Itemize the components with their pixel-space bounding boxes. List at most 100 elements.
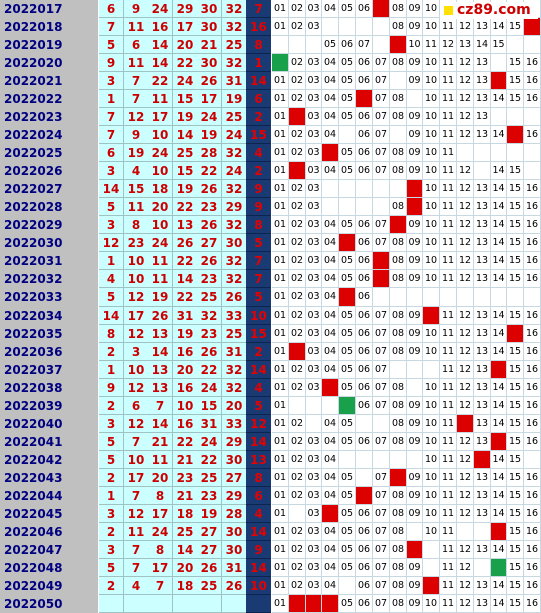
red-ball-number: 7 <box>124 433 149 451</box>
blue-trend-cell: 13 <box>474 198 491 216</box>
blue-trend-cell: 02 <box>289 361 306 379</box>
issue-number: 2022039 <box>0 397 98 415</box>
blue-hit-red-cell <box>491 361 507 379</box>
blue-ball-number: 9 <box>246 180 271 198</box>
blue-trend-cell: 11 <box>440 487 457 505</box>
blue-trend-cell: 04 <box>322 343 339 361</box>
blue-hit-red-cell <box>356 90 373 108</box>
blue-trend-cell: 06 <box>356 577 373 595</box>
blue-trend-cell: 04 <box>322 270 339 288</box>
blue-hit-red-cell <box>322 595 339 613</box>
blue-trend-cell: 15 <box>507 307 524 325</box>
blue-trend-cell <box>356 469 373 487</box>
blue-trend-cell: 07 <box>373 577 390 595</box>
blue-trend-cell: 09 <box>407 487 423 505</box>
blue-trend-cell <box>322 180 339 198</box>
red-ball-number: 17 <box>124 469 149 487</box>
blue-trend-cell: 16 <box>524 361 541 379</box>
blue-trend-cell: 06 <box>356 270 373 288</box>
red-ball-number: 3 <box>99 162 124 180</box>
blue-trend-cell: 16 <box>524 487 541 505</box>
blue-trend-cell: 13 <box>474 18 491 36</box>
blue-ball-number: 6 <box>246 487 271 505</box>
red-ball-number: 10 <box>124 361 149 379</box>
issue-number: 2022043 <box>0 469 98 487</box>
blue-hit-red-cell <box>491 523 507 541</box>
red-ball-number: 16 <box>148 18 173 36</box>
blue-trend-cell: 14 <box>491 487 507 505</box>
blue-trend-cell: 03 <box>306 487 322 505</box>
blue-trend-cell: 01 <box>272 595 289 613</box>
blue-trend-cell: 16 <box>524 90 541 108</box>
blue-trend-cell: 03 <box>306 505 322 523</box>
red-ball-number: 11 <box>148 252 173 270</box>
blue-trend-cell: 12 <box>457 343 474 361</box>
blue-trend-cell: 02 <box>289 144 306 162</box>
blue-trend-cell: 11 <box>440 559 457 577</box>
issue-number: 2022049 <box>0 577 98 595</box>
issue-number: 2022034 <box>0 307 98 325</box>
blue-trend-cell: 03 <box>306 90 322 108</box>
issue-number: 2022046 <box>0 523 98 541</box>
blue-trend-cell: 08 <box>390 559 407 577</box>
blue-trend-cell: 13 <box>474 234 491 252</box>
blue-ball-number: 5 <box>246 234 271 252</box>
blue-trend-cell: 06 <box>356 108 373 126</box>
blue-trend-cell: 12 <box>457 469 474 487</box>
red-ball-number: 8 <box>148 541 173 559</box>
red-ball-number: 32 <box>222 180 247 198</box>
issue-number: 2022032 <box>0 270 98 288</box>
red-ball-number: 22 <box>148 72 173 90</box>
blue-hit-red-cell <box>373 270 390 288</box>
blue-ball-number: 6 <box>246 90 271 108</box>
blue-trend-cell: 16 <box>524 198 541 216</box>
blue-trend-cell <box>507 36 524 54</box>
blue-trend-cell: 14 <box>491 216 507 234</box>
blue-trend-cell: 11 <box>440 415 457 433</box>
blue-trend-cell: 07 <box>373 126 390 144</box>
red-ball-number: 3 <box>99 505 124 523</box>
blue-trend-cell: 16 <box>524 433 541 451</box>
blue-trend-cell: 10 <box>423 198 440 216</box>
blue-trend-cell: 10 <box>423 505 440 523</box>
blue-trend-cell: 11 <box>440 18 457 36</box>
red-ball-number: 32 <box>197 307 222 325</box>
blue-trend-cell: 01 <box>272 505 289 523</box>
blue-trend-cell <box>407 451 423 469</box>
blue-trend-cell: 04 <box>322 361 339 379</box>
red-ball-number: 14 <box>99 307 124 325</box>
blue-trend-cell <box>390 72 407 90</box>
blue-trend-cell: 11 <box>440 541 457 559</box>
blue-trend-cell: 08 <box>390 108 407 126</box>
red-ball-number: 1 <box>99 487 124 505</box>
blue-hit-green-cell <box>491 559 507 577</box>
issue-number: 2022036 <box>0 343 98 361</box>
red-ball-number: 23 <box>197 487 222 505</box>
blue-trend-cell: 14 <box>491 541 507 559</box>
blue-trend-cell: 01 <box>272 108 289 126</box>
blue-trend-cell: 13 <box>474 126 491 144</box>
blue-trend-cell: 06 <box>356 252 373 270</box>
red-ball-number: 26 <box>197 343 222 361</box>
issue-number: 2022018 <box>0 18 98 36</box>
blue-trend-cell <box>423 288 440 307</box>
blue-trend-cell: 15 <box>507 505 524 523</box>
blue-hit-red-cell <box>322 379 339 397</box>
blue-hit-red-cell <box>457 415 474 433</box>
blue-trend-cell: 12 <box>457 108 474 126</box>
red-ball-number: 20 <box>173 36 198 54</box>
red-ball-number: 32 <box>222 0 247 18</box>
blue-ball-number: 5 <box>246 397 271 415</box>
blue-ball-number: 9 <box>246 198 271 216</box>
red-ball-number: 15 <box>124 180 149 198</box>
blue-hit-red-cell <box>289 595 306 613</box>
blue-trend-cell: 08 <box>390 487 407 505</box>
red-ball-number: 30 <box>197 54 222 72</box>
red-ball-number: 15 <box>197 397 222 415</box>
blue-ball-number: 8 <box>246 469 271 487</box>
blue-trend-cell <box>306 36 322 54</box>
blue-trend-cell: 09 <box>407 18 423 36</box>
blue-ball-number: 14 <box>246 433 271 451</box>
blue-hit-red-cell <box>507 325 524 343</box>
blue-trend-cell: 06 <box>356 559 373 577</box>
